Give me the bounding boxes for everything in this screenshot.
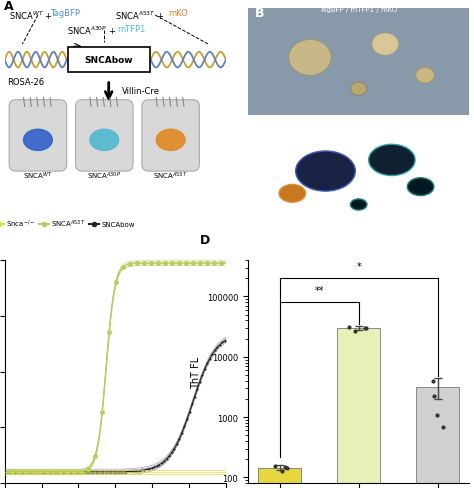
Text: SNCA$^{A53T}$: SNCA$^{A53T}$ [154, 171, 188, 182]
Text: **: ** [314, 286, 324, 296]
Text: SNCA$^{A53T}$ +: SNCA$^{A53T}$ + [115, 9, 165, 21]
Ellipse shape [416, 68, 434, 84]
Point [283, 465, 291, 472]
Point [362, 325, 370, 333]
Y-axis label: ThT FL: ThT FL [191, 356, 201, 388]
Text: mTFP1: mTFP1 [118, 25, 146, 34]
Text: SNCA$^{A30P}$ +: SNCA$^{A30P}$ + [67, 25, 117, 37]
Point [271, 462, 278, 470]
Ellipse shape [350, 200, 367, 211]
Point [346, 324, 353, 331]
FancyBboxPatch shape [248, 9, 469, 116]
Text: SNCA$^{WT}$ +: SNCA$^{WT}$ + [9, 9, 54, 21]
FancyBboxPatch shape [9, 101, 67, 172]
Text: ROSA-26: ROSA-26 [7, 78, 44, 87]
Ellipse shape [156, 130, 185, 151]
Ellipse shape [407, 179, 434, 196]
Bar [258, 468, 301, 488]
Text: TagBFP / mTFP1 / mKO: TagBFP / mTFP1 / mKO [319, 7, 398, 13]
Text: mKO: mKO [168, 9, 188, 19]
Point [281, 463, 289, 471]
Point [439, 423, 447, 431]
Text: B: B [255, 7, 264, 20]
Text: A: A [4, 0, 13, 13]
Ellipse shape [24, 130, 52, 151]
Text: SNCAbow: SNCAbow [84, 56, 133, 65]
Point [430, 393, 438, 401]
Text: Villin-Cre: Villin-Cre [122, 87, 160, 96]
Text: D: D [200, 234, 210, 247]
Point [433, 411, 441, 419]
Text: SNCA$^{WT}$: SNCA$^{WT}$ [23, 171, 53, 182]
FancyBboxPatch shape [142, 101, 200, 172]
Ellipse shape [279, 185, 306, 203]
Ellipse shape [90, 130, 118, 151]
Ellipse shape [296, 152, 356, 192]
Ellipse shape [351, 83, 366, 96]
FancyBboxPatch shape [68, 48, 150, 73]
Point [351, 327, 359, 335]
Ellipse shape [372, 34, 399, 56]
Text: SNCA$^{A30P}$: SNCA$^{A30P}$ [87, 171, 121, 182]
Point [361, 324, 368, 332]
Legend: Snca$^{-/-}$, SNCA$^{A53T}$, SNCAbow: Snca$^{-/-}$, SNCA$^{A53T}$, SNCAbow [0, 215, 137, 232]
Bar [416, 387, 459, 488]
Point [278, 468, 286, 475]
Ellipse shape [289, 41, 331, 76]
Text: *: * [356, 262, 361, 272]
Point [429, 377, 437, 385]
FancyBboxPatch shape [75, 101, 133, 172]
Text: TagBFP: TagBFP [50, 9, 80, 19]
Ellipse shape [369, 145, 415, 176]
Bar [337, 328, 380, 488]
